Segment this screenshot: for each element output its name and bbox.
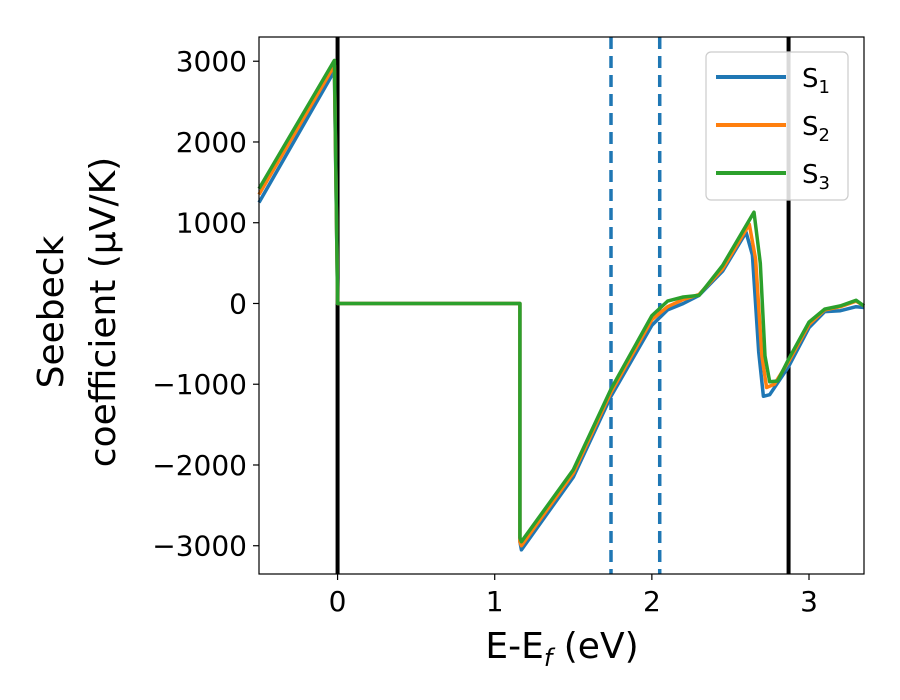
y-axis-title: Seebeck coefficient (μV/K) [31,157,124,467]
x-tick-label: 3 [800,585,818,618]
plot-frame [258,36,865,575]
legend-label-s1: S1 [802,64,830,98]
x-tick-label: 0 [329,585,347,618]
legend-label-s2: S2 [802,112,830,146]
y-axis-title-line2: coefficient (μV/K) [83,157,124,467]
x-axis-title: E-Ef (eV) [485,626,638,672]
y-tick-label: −1000 [152,368,247,401]
y-axis-title-line1: Seebeck [31,235,72,388]
y-tick-label: 1000 [176,207,247,240]
x-tick-label: 2 [643,585,661,618]
y-tick-label: −2000 [152,449,247,482]
x-axis-title-unit: (eV) [552,626,638,667]
y-tick-label: −3000 [152,530,247,563]
x-axis-title-main: E-E [485,626,543,667]
y-tick-label: 0 [229,287,247,320]
series-line-s3 [257,58,866,544]
legend-label-s3: S3 [802,160,830,194]
y-axis-ticks: −3000 −2000 −1000 0 1000 2000 3000 [152,45,259,563]
x-axis-ticks: 0 1 2 3 [329,574,818,618]
y-tick-label: 3000 [176,45,247,78]
y-tick-label: 2000 [176,126,247,159]
series-lines [257,58,866,552]
x-tick-label: 1 [486,585,504,618]
legend: S1 S2 S3 [705,51,849,201]
